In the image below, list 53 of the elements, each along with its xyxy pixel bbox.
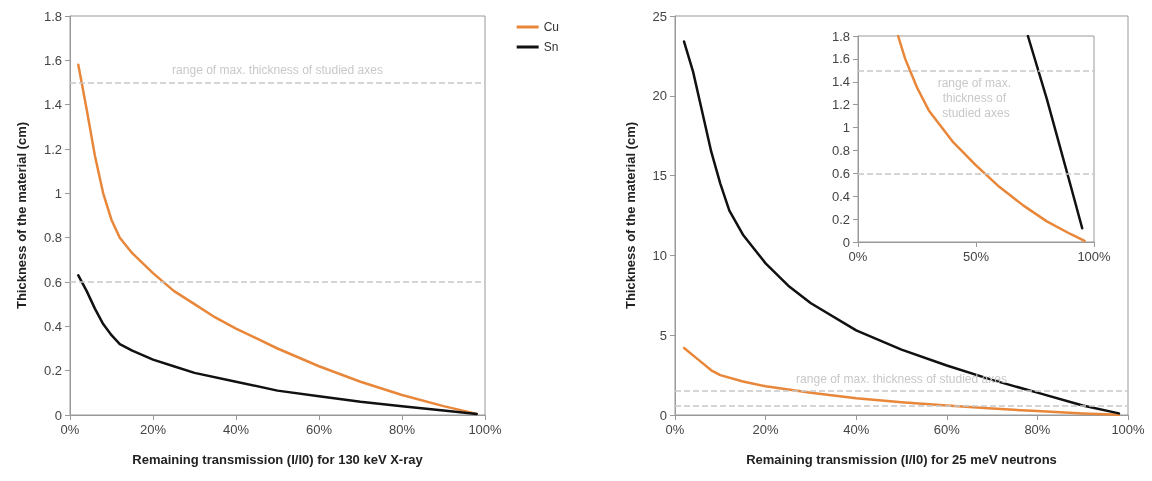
y-tick-label: 0.6 — [43, 274, 62, 290]
y-tick-label: 0.4 — [831, 188, 850, 204]
y-tick-label: 0.6 — [831, 165, 850, 181]
y-tick-label: 1.2 — [43, 141, 62, 157]
y-tick-label: 20 — [652, 88, 667, 104]
line-series — [682, 40, 1121, 415]
x-tick-label: 40% — [222, 422, 250, 437]
x-tick-label: 0% — [848, 249, 868, 264]
y-tick-label: 25 — [652, 8, 667, 24]
y-tick-label: 1 — [842, 120, 850, 136]
y-tick-label: 0 — [659, 407, 667, 423]
y-tick-label: 10 — [652, 247, 667, 263]
x-tick-label: 80% — [1024, 422, 1051, 437]
line-series — [682, 346, 1121, 417]
x-tick-label: 20% — [752, 422, 780, 437]
x-tick-label: 0% — [665, 422, 685, 437]
x-tick-label: 40% — [843, 422, 870, 437]
legend-label: Sn — [543, 40, 559, 54]
x-tick-label: 0% — [60, 422, 80, 437]
x-tick-label: 100% — [1077, 249, 1112, 264]
y-tick-label: 1.4 — [831, 74, 850, 90]
line-series — [896, 34, 1086, 243]
line-series — [77, 274, 478, 416]
y-tick-label: 0 — [54, 407, 62, 423]
y-tick-label: 5 — [659, 327, 667, 343]
y-tick-label: 0.8 — [43, 230, 62, 246]
y-tick-label: 1.6 — [43, 52, 62, 68]
x-tick-label: 80% — [388, 422, 416, 437]
y-tick-label: 0.2 — [831, 211, 850, 227]
y-tick-label: 1.8 — [831, 28, 850, 44]
y-tick-label: 1 — [54, 185, 62, 201]
x-axis-title: Remaining transmission (I/I0) for 130 keV X-ray — [132, 452, 424, 467]
x-tick-label: 50% — [962, 249, 990, 264]
y-axis-title: Thickness of the material (cm) — [14, 121, 29, 310]
x-axis-title: Remaining transmission (I/I0) for 25 meV neutrons — [746, 452, 1057, 467]
legend-label: Cu — [543, 20, 559, 34]
y-tick-label: 0.2 — [43, 363, 62, 379]
y-tick-label: 1.2 — [831, 97, 850, 113]
y-tick-label: 15 — [652, 168, 667, 184]
x-tick-label: 100% — [468, 422, 503, 437]
x-tick-label: 60% — [933, 422, 961, 437]
x-tick-label: 100% — [1111, 422, 1146, 437]
x-tick-label: 20% — [139, 422, 167, 437]
y-tick-label: 1.4 — [43, 97, 62, 113]
y-tick-label: 0.4 — [43, 318, 62, 334]
y-tick-label: 0 — [842, 234, 850, 250]
y-tick-label: 0.8 — [831, 142, 850, 158]
y-tick-label: 1.8 — [43, 8, 62, 24]
y-axis-title: Thickness of the material (cm) — [623, 121, 638, 310]
x-tick-label: 60% — [305, 422, 333, 437]
line-series — [77, 63, 478, 416]
y-tick-label: 1.6 — [831, 51, 850, 67]
line-series — [1026, 34, 1084, 230]
